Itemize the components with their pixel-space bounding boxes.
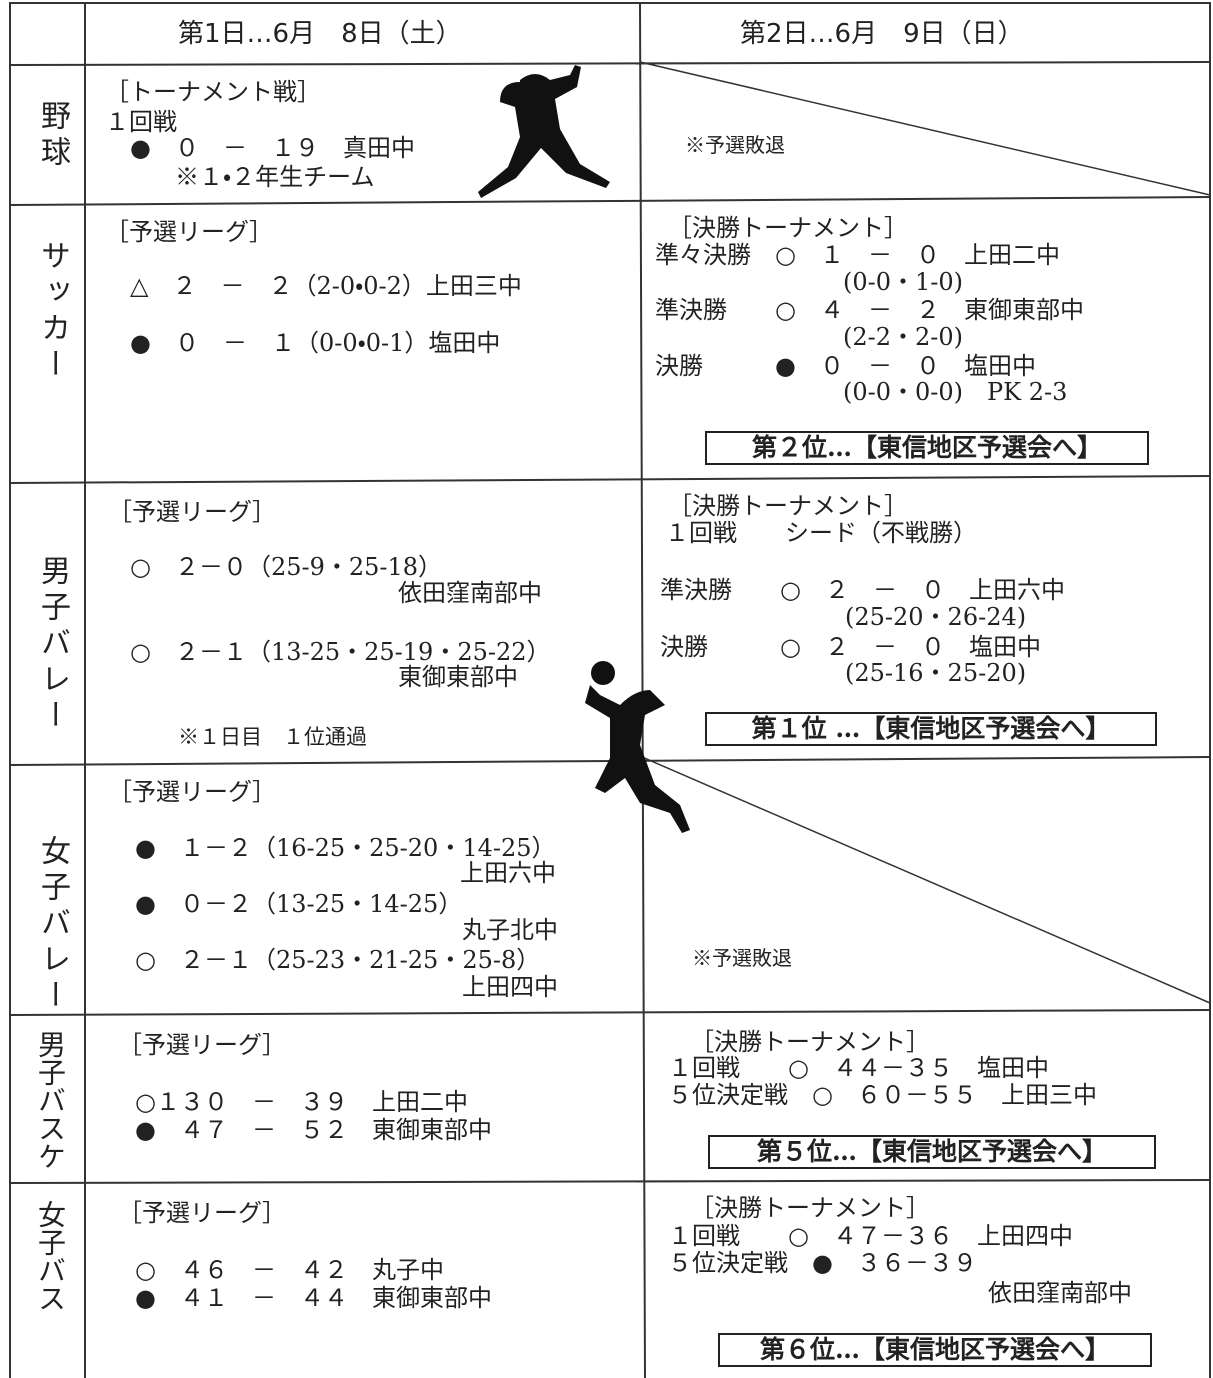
line: 準決勝 ○ ４ － ２ 東御東部中 xyxy=(655,296,1084,324)
line: 東御東部中 xyxy=(398,663,518,691)
line: ○ ２－１（25-23・21-25・25-8） xyxy=(135,946,541,974)
sport: 男子バスケ xyxy=(34,1030,67,1170)
line: ５位決定戦 ○ ６０－５５ 上田三中 xyxy=(668,1081,1097,1109)
line: (0-0・0-0) PK 2-3 xyxy=(843,378,1068,406)
sport: 女子バス xyxy=(34,1200,67,1312)
line: ※予選敗退 xyxy=(685,133,785,157)
line: (2-2・2-0) xyxy=(843,323,964,351)
line: (25-16・25-20) xyxy=(845,659,1027,687)
line: ［予選リーグ］ xyxy=(118,1031,286,1059)
header-day1: 第1日…6月 8日（土） xyxy=(178,19,462,49)
line: 決勝 ● ０ － ０ 塩田中 xyxy=(655,352,1036,380)
line: １回戦 シード（不戦勝） xyxy=(665,519,977,547)
line: ※１・２年生チーム xyxy=(175,163,375,191)
line: 上田四中 xyxy=(462,973,558,1001)
line: ［トーナメント戦］ xyxy=(105,78,321,106)
line: １回戦 ○ ４４－３５ 塩田中 xyxy=(668,1054,1049,1082)
line: ○ ２－１（13-25・25-19・25-22） xyxy=(130,638,551,666)
sport: 男子バレー xyxy=(35,555,70,735)
line: ○ ４６ － ４２ 丸子中 xyxy=(135,1256,444,1284)
line: ［予選リーグ］ xyxy=(108,498,276,526)
line: ● １－２（16-25・25-20・14-25） xyxy=(135,834,556,862)
line: ［決勝トーナメント］ xyxy=(690,1028,930,1056)
line: ○１３０ － ３９ 上田二中 xyxy=(135,1088,468,1116)
sport: サッカー xyxy=(35,240,70,384)
line: ［決勝トーナメント］ xyxy=(690,1194,930,1222)
line: ● ０－２（13-25・14-25） xyxy=(135,890,463,918)
result-box: 第５位…【東信地区予選会へ】 xyxy=(708,1135,1156,1169)
line: ５位決定戦 ● ３６－３９ xyxy=(668,1249,977,1277)
line: ● ０ － １９ 真田中 xyxy=(130,134,415,162)
line: ［決勝トーナメント］ xyxy=(668,492,908,520)
line: ● ０ － １（0-0・0-1）塩田中 xyxy=(130,329,501,357)
line: 丸子北中 xyxy=(462,916,558,944)
line: １回戦 xyxy=(105,108,177,136)
line: １回戦 ○ ４７－３６ 上田四中 xyxy=(668,1222,1073,1250)
line: ［予選リーグ］ xyxy=(108,778,276,806)
sport: 女子バレー xyxy=(35,835,70,1015)
line: 決勝 ○ ２ － ０ 塩田中 xyxy=(660,633,1041,661)
line: (25-20・26-24) xyxy=(845,603,1027,631)
line: 準決勝 ○ ２ － ０ 上田六中 xyxy=(660,576,1065,604)
line: ○ ２－０（25-9・25-18） xyxy=(130,553,443,581)
line: ［予選リーグ］ xyxy=(105,218,273,246)
line: 準々決勝 ○ １ － ０ 上田二中 xyxy=(655,241,1060,269)
line: ［決勝トーナメント］ xyxy=(668,214,908,242)
result-box: 第２位…【東信地区予選会へ】 xyxy=(705,431,1149,465)
line: ［予選リーグ］ xyxy=(118,1199,286,1227)
line: ● ４１ － ４４ 東御東部中 xyxy=(135,1284,492,1312)
result-box: 第６位…【東信地区予選会へ】 xyxy=(718,1333,1152,1367)
line: ※予選敗退 xyxy=(692,946,792,970)
line: 上田六中 xyxy=(460,859,556,887)
line: 依田窪南部中 xyxy=(398,579,542,607)
line: ※１日目 １位通過 xyxy=(178,725,367,749)
sport: 野球 xyxy=(35,100,70,172)
line: ● ４７ － ５２ 東御東部中 xyxy=(135,1116,492,1144)
line: △ ２ － ２（2-0・0-2）上田三中 xyxy=(130,272,522,300)
header-day2: 第2日…6月 9日（日） xyxy=(740,19,1024,49)
result-box: 第１位 …【東信地区予選会へ】 xyxy=(705,712,1157,746)
line: (0-0・1-0) xyxy=(843,268,964,296)
line: 依田窪南部中 xyxy=(988,1279,1132,1307)
